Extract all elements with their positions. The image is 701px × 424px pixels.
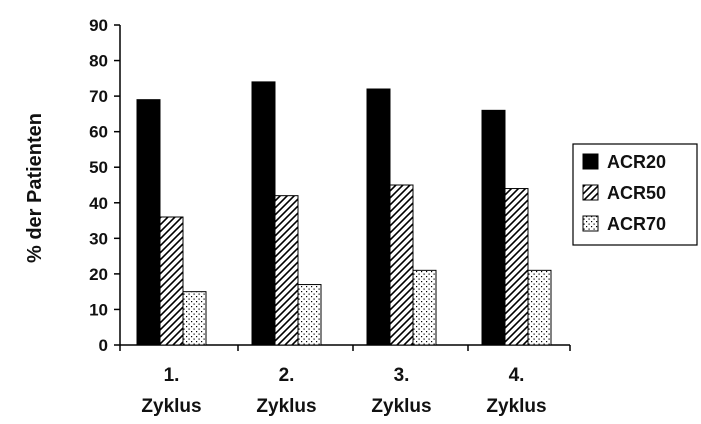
- x-category-label: Zyklus: [256, 396, 316, 417]
- bar-acr20-2: [251, 81, 276, 346]
- bar-acr70-2: [297, 284, 322, 346]
- x-category-label: Zyklus: [486, 396, 546, 417]
- bar-acr70-3: [412, 269, 437, 346]
- legend-swatch-acr20: [582, 153, 599, 170]
- x-category-label: 4.: [509, 365, 525, 386]
- legend: ACR20 ACR50 ACR70: [572, 143, 698, 246]
- y-axis-title: % der Patienten: [24, 113, 46, 263]
- bar-acr50-2: [274, 195, 299, 346]
- bar-acr20-1: [136, 99, 161, 346]
- x-category-label: 2.: [279, 365, 295, 386]
- y-tick-label: 90: [89, 16, 108, 35]
- legend-label-acr20: ACR20: [607, 152, 666, 172]
- x-category-label: Zyklus: [141, 396, 201, 417]
- y-tick-label: 30: [89, 229, 108, 248]
- bars: [136, 81, 552, 346]
- bar-acr70-4: [527, 269, 552, 346]
- bar-acr20-4: [481, 109, 506, 346]
- y-tick-label: 20: [89, 265, 108, 284]
- legend-label-acr70: ACR70: [607, 214, 666, 234]
- x-category-label: 1.: [164, 365, 180, 386]
- y-tick-label: 10: [89, 300, 108, 319]
- x-category-label: 3.: [394, 365, 410, 386]
- y-tick-label: 40: [89, 194, 108, 213]
- y-tick-label: 70: [89, 87, 108, 106]
- y-tick-label: 0: [99, 336, 108, 355]
- legend-swatch-acr50: [582, 184, 599, 201]
- bar-acr70-1: [182, 291, 207, 346]
- bar-acr20-3: [366, 88, 391, 346]
- x-axis: 1. Zyklus 2. Zyklus 3. Zyklus 4. Zyklus: [119, 344, 571, 417]
- legend-label-acr50: ACR50: [607, 183, 666, 203]
- x-category-label: Zyklus: [371, 396, 431, 417]
- bar-acr50-1: [159, 216, 184, 346]
- legend-swatch-acr70: [582, 215, 599, 232]
- y-tick-label: 80: [89, 52, 108, 71]
- y-axis: 0 10 20 30 40 50 60 70 80 90: [89, 16, 121, 355]
- y-tick-label: 60: [89, 123, 108, 142]
- y-tick-label: 50: [89, 158, 108, 177]
- bar-acr50-4: [504, 188, 529, 346]
- bar-acr50-3: [389, 184, 414, 346]
